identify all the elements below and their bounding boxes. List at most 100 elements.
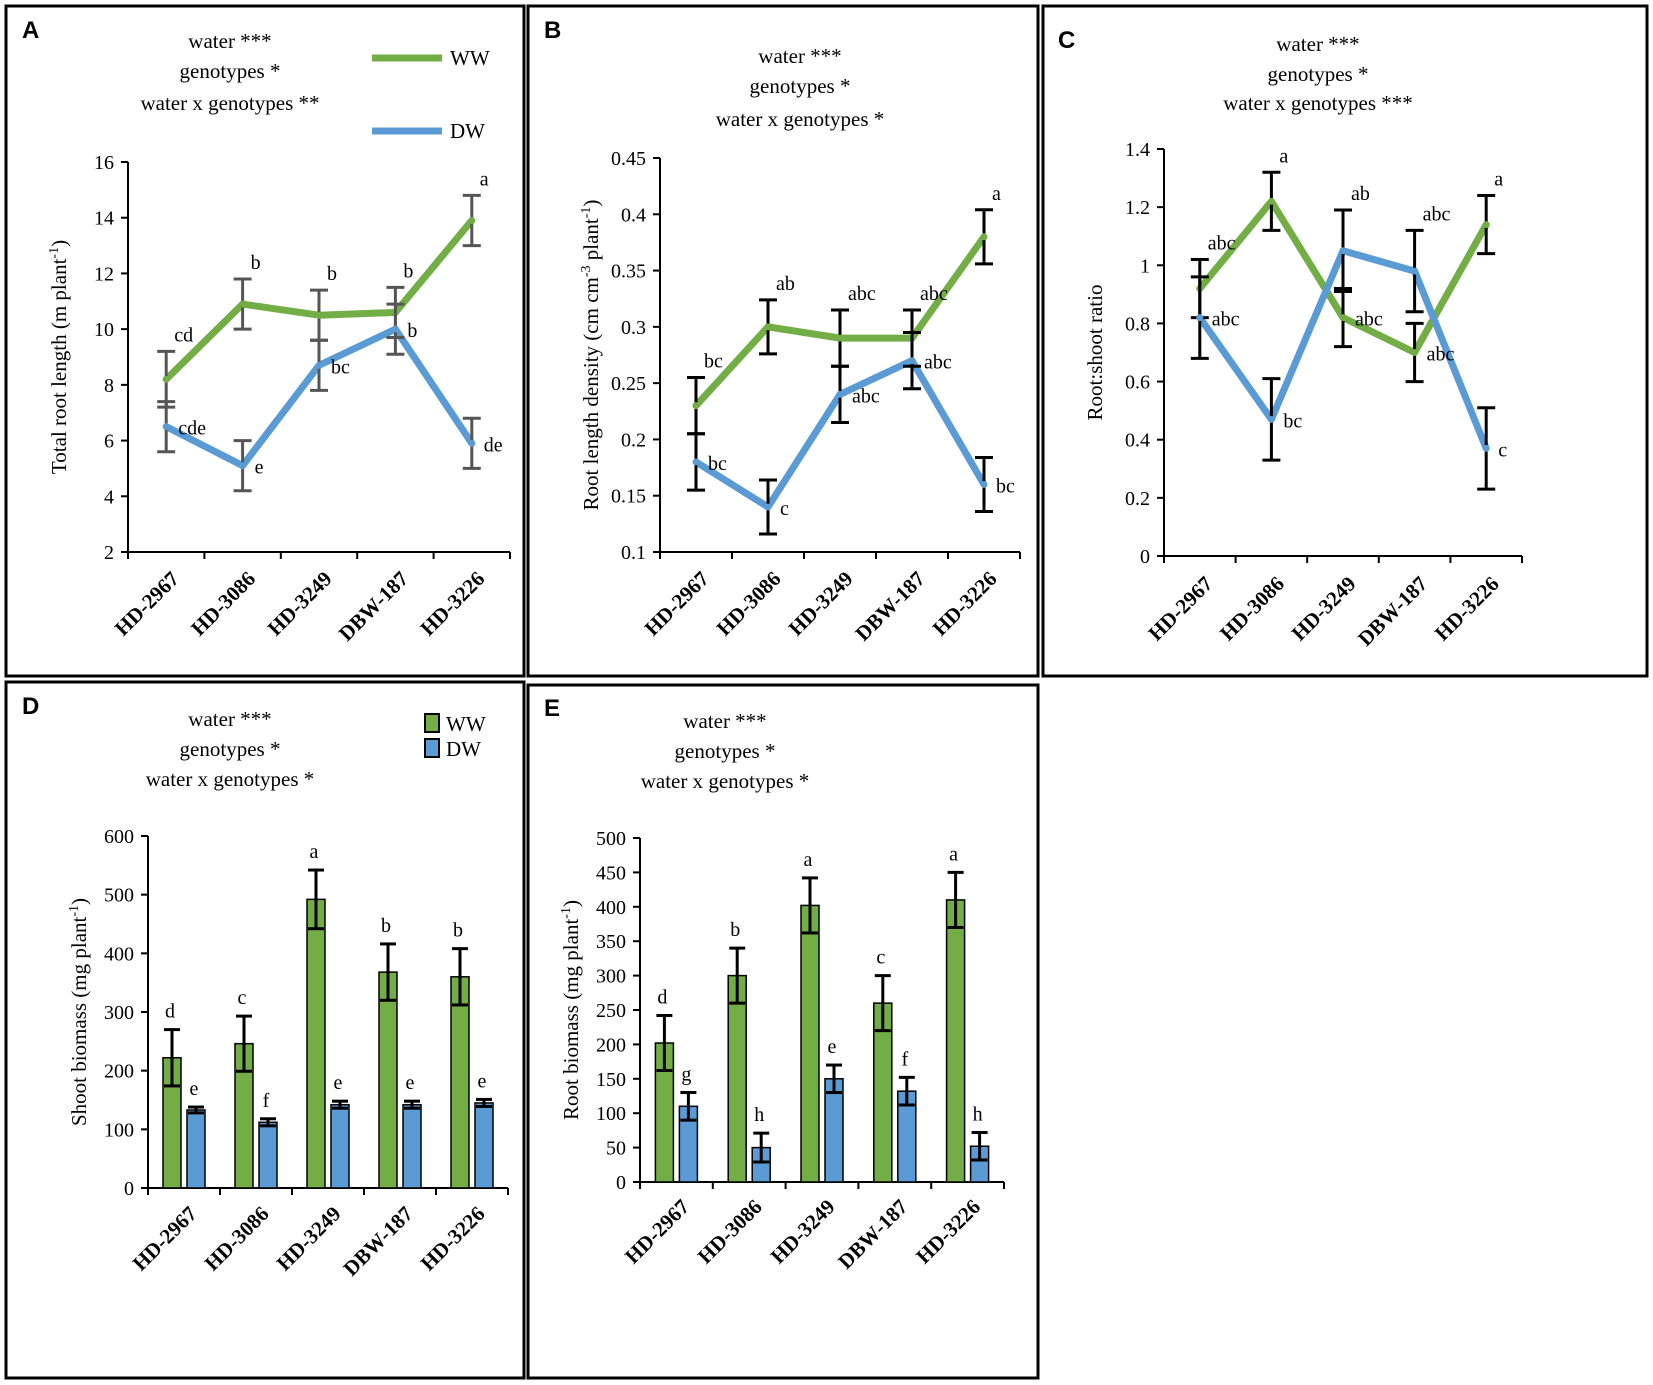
data-point: [980, 480, 988, 488]
y-tick-label: 0: [124, 1178, 134, 1200]
bar-dw: [824, 1078, 844, 1183]
y-tick-label: 450: [596, 862, 626, 884]
y-tick-label: 1.2: [1125, 197, 1150, 219]
y-axis-label-text: ): [559, 900, 583, 907]
significance-letter: e: [255, 457, 264, 479]
significance-letter: a: [992, 183, 1001, 205]
data-point: [692, 458, 700, 466]
bar-dw: [474, 1102, 494, 1189]
bar-ww: [450, 976, 470, 1189]
significance-letter: ab: [1351, 183, 1370, 205]
bar-ww: [727, 974, 747, 1183]
stats-line: water ***: [1276, 32, 1359, 56]
data-point: [1267, 415, 1275, 423]
data-point: [468, 439, 476, 447]
y-tick-label: 600: [104, 826, 134, 848]
significance-letter: a: [1279, 145, 1288, 167]
significance-letter: abc: [1208, 232, 1236, 254]
y-axis-label-text: Total root length (m plant: [47, 258, 71, 474]
y-axis-label-text: Root length density (cm cm: [579, 277, 603, 510]
stats-line: water ***: [683, 709, 766, 733]
significance-letter: b: [407, 320, 417, 342]
data-point: [836, 390, 844, 398]
data-point: [162, 423, 170, 431]
data-point: [980, 233, 988, 241]
data-point: [1411, 349, 1419, 356]
data-point: [1482, 444, 1490, 452]
panel-label: D: [22, 693, 39, 720]
significance-letter: de: [484, 434, 503, 456]
significance-letter: a: [949, 843, 958, 865]
significance-letter: f: [263, 1090, 270, 1112]
significance-letter: b: [327, 263, 337, 285]
y-tick-label: 0: [616, 1172, 626, 1194]
significance-letter: abc: [1212, 309, 1240, 331]
significance-letter: bc: [331, 356, 350, 378]
y-tick-label: 1: [1140, 255, 1150, 277]
y-tick-label: 500: [104, 885, 134, 907]
data-point: [315, 361, 323, 369]
y-tick-label: 400: [104, 943, 134, 965]
y-axis-label-text: ): [47, 240, 71, 247]
significance-letter: cd: [174, 324, 193, 346]
stats-line: water ***: [758, 44, 841, 68]
significance-letter: a: [1494, 169, 1503, 191]
stats-line: water x genotypes **: [140, 91, 319, 115]
y-tick-label: 0.45: [611, 148, 646, 170]
y-tick-label: 50: [606, 1138, 626, 1160]
legend-swatch-box: [424, 713, 440, 733]
significance-letter: e: [334, 1072, 343, 1094]
significance-letter: e: [406, 1072, 415, 1094]
data-point: [836, 334, 844, 342]
significance-letter: d: [657, 987, 667, 1009]
data-point: [1267, 197, 1275, 205]
significance-letter: e: [478, 1070, 487, 1092]
bar-ww: [800, 904, 820, 1183]
stats-line: genotypes *: [180, 737, 281, 761]
y-tick-label: 2: [104, 542, 114, 564]
significance-letter: b: [453, 920, 463, 942]
bar-ww: [945, 899, 966, 1183]
y-tick-label: 400: [596, 897, 626, 919]
data-point: [1411, 267, 1419, 275]
legend-label: WW: [450, 46, 490, 70]
y-tick-label: 200: [596, 1034, 626, 1056]
y-tick-label: 500: [596, 828, 626, 850]
y-tick-label: 250: [596, 1000, 626, 1022]
stats-line: water x genotypes ***: [1223, 91, 1413, 115]
bar-ww: [306, 898, 326, 1189]
y-tick-label: 0.4: [621, 204, 646, 226]
significance-letter: e: [190, 1078, 199, 1100]
significance-letter: b: [381, 915, 391, 937]
y-tick-label: 100: [104, 1119, 134, 1141]
significance-letter: h: [973, 1103, 983, 1125]
data-point: [468, 217, 476, 224]
stats-line: genotypes *: [750, 74, 851, 98]
significance-letter: abc: [848, 283, 876, 305]
panel-frame: [526, 683, 1040, 1380]
bar-dw: [258, 1121, 278, 1189]
data-point: [162, 375, 170, 383]
y-tick-label: 1.4: [1125, 139, 1150, 161]
y-tick-label: 150: [596, 1069, 626, 1091]
y-tick-label: 4: [104, 486, 114, 508]
data-point: [1196, 314, 1204, 322]
data-point: [1339, 314, 1347, 322]
panel-label: B: [544, 17, 561, 44]
y-tick-label: 10: [94, 319, 114, 341]
y-tick-label: 100: [596, 1103, 626, 1125]
significance-letter: bc: [708, 453, 727, 475]
y-axis-label: Total root length (m plant-1): [47, 240, 71, 474]
significance-letter: c: [876, 947, 885, 969]
y-tick-label: 0.25: [611, 373, 646, 395]
y-tick-label: 0.6: [1125, 372, 1150, 394]
y-tick-label: 8: [104, 375, 114, 397]
data-point: [764, 503, 772, 511]
y-tick-label: 16: [94, 152, 114, 174]
significance-letter: b: [730, 919, 740, 941]
significance-letter: b: [251, 252, 261, 274]
data-point: [1482, 221, 1490, 229]
y-axis-label-text: ): [579, 200, 603, 207]
